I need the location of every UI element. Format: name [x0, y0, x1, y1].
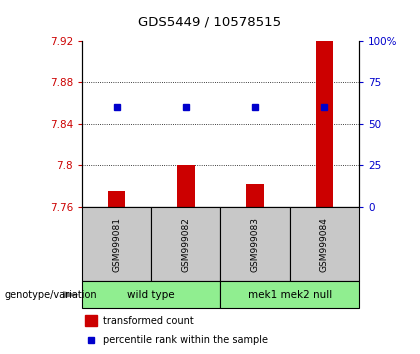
Bar: [290, 207, 359, 281]
Bar: [85, 315, 97, 326]
Bar: [220, 207, 290, 281]
Bar: [220, 281, 359, 308]
Bar: [316, 40, 333, 207]
Text: percentile rank within the sample: percentile rank within the sample: [103, 335, 268, 345]
Text: GSM999083: GSM999083: [251, 217, 260, 272]
Text: GSM999081: GSM999081: [112, 217, 121, 272]
Text: transformed count: transformed count: [103, 316, 194, 326]
Bar: [82, 281, 220, 308]
Text: GDS5449 / 10578515: GDS5449 / 10578515: [139, 16, 281, 29]
Text: GSM999082: GSM999082: [181, 217, 190, 272]
Bar: [151, 207, 220, 281]
Bar: [108, 192, 125, 207]
Bar: [82, 207, 151, 281]
Polygon shape: [63, 291, 80, 298]
Bar: [247, 184, 264, 207]
Text: mek1 mek2 null: mek1 mek2 null: [248, 290, 332, 300]
Bar: [177, 165, 194, 207]
Text: genotype/variation: genotype/variation: [4, 290, 97, 300]
Text: wild type: wild type: [127, 290, 175, 300]
Text: GSM999084: GSM999084: [320, 217, 329, 272]
